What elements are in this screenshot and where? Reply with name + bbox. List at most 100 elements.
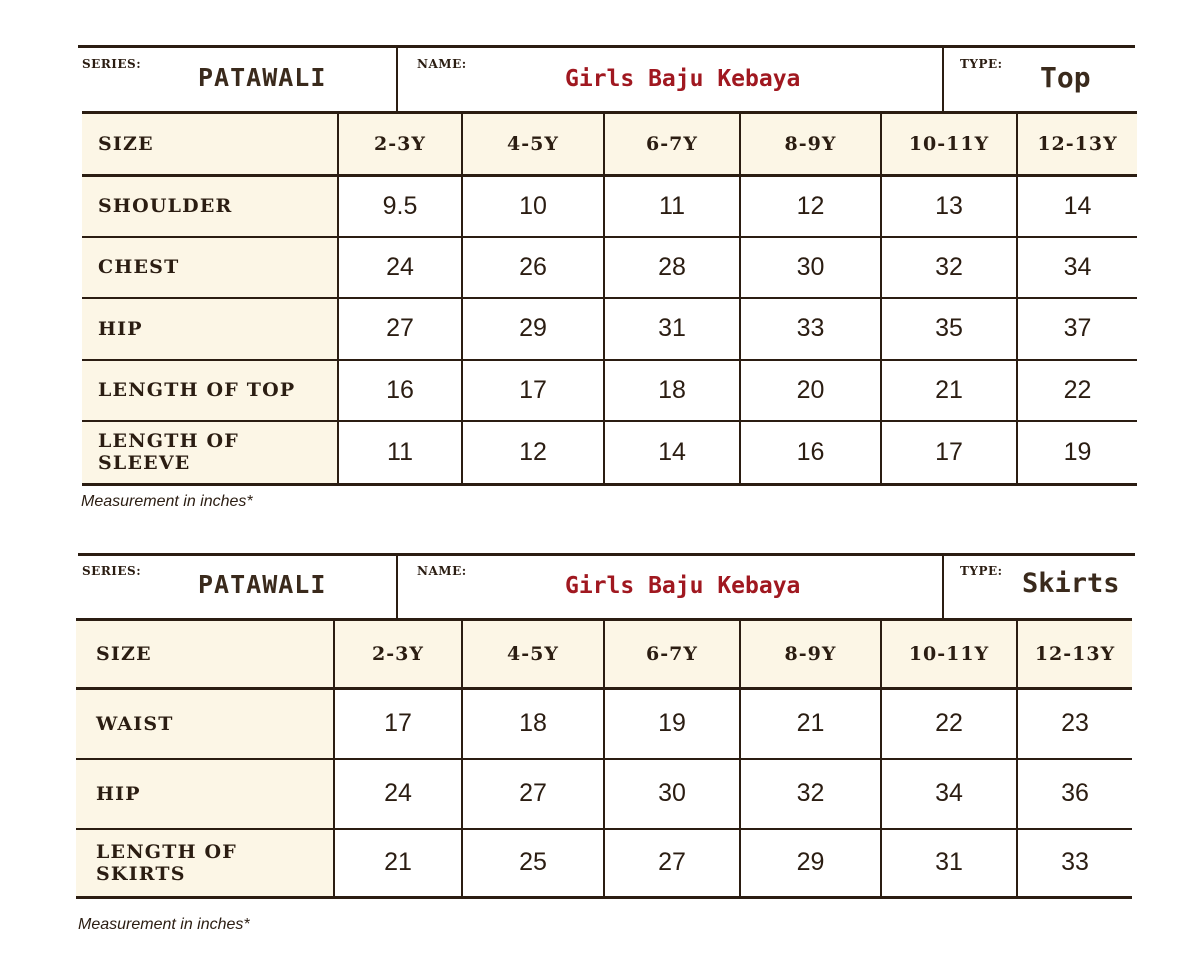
row-label: HIP	[82, 297, 339, 361]
measurement-cell: 17	[881, 420, 1018, 486]
measurement-cell: 33	[1017, 828, 1132, 899]
top-measurement-table: SIZE 2-3Y 4-5Y 6-7Y 8-9Y 10-11Y 12-13Y S…	[82, 111, 1137, 486]
top-header-divider	[942, 47, 944, 113]
row-label: WAIST	[76, 688, 335, 760]
measurement-cell: 31	[604, 297, 741, 361]
skirt-type-label: TYPE:	[960, 564, 1003, 578]
measurement-cell: 17	[462, 359, 605, 422]
top-type-value: Top	[1040, 61, 1091, 94]
measurement-cell: 23	[1017, 688, 1132, 760]
row-label: LENGTH OF SLEEVE	[82, 420, 339, 486]
measurement-cell: 26	[462, 236, 605, 299]
size-column-header: 4-5Y	[462, 111, 605, 177]
measurement-cell: 20	[740, 359, 882, 422]
top-series-label: SERIES:	[82, 57, 142, 71]
measurement-cell: 12	[462, 420, 605, 486]
top-type-label: TYPE:	[960, 57, 1003, 71]
skirt-series-label: SERIES:	[82, 564, 142, 578]
measurement-cell: 34	[881, 758, 1018, 830]
size-column-header: 4-5Y	[462, 618, 605, 690]
measurement-cell: 24	[334, 758, 463, 830]
top-product-name: Girls Baju Kebaya	[565, 66, 801, 92]
measurement-cell: 33	[740, 297, 882, 361]
top-series-value: PATAWALI	[198, 63, 327, 92]
table-row: HIP 24 27 30 32 34 36	[76, 758, 1132, 830]
table-row: LENGTH OF TOP 16 17 18 20 21 22	[82, 359, 1137, 422]
measurement-cell: 16	[740, 420, 882, 486]
measurement-cell: 21	[881, 359, 1018, 422]
measurement-cell: 14	[1017, 175, 1137, 238]
size-column-header: 6-7Y	[604, 111, 741, 177]
size-column-header: 10-11Y	[881, 618, 1018, 690]
row-label: CHEST	[82, 236, 339, 299]
measurement-cell: 19	[1017, 420, 1137, 486]
size-column-header: 10-11Y	[881, 111, 1018, 177]
measurement-cell: 28	[604, 236, 741, 299]
measurement-cell: 13	[881, 175, 1018, 238]
measurement-cell: 17	[334, 688, 463, 760]
measurement-cell: 14	[604, 420, 741, 486]
table-header-row: SIZE 2-3Y 4-5Y 6-7Y 8-9Y 10-11Y 12-13Y	[76, 618, 1132, 690]
size-column-header: 6-7Y	[604, 618, 741, 690]
size-header-label: SIZE	[82, 111, 339, 177]
row-label: SHOULDER	[82, 175, 339, 238]
measurement-cell: 32	[881, 236, 1018, 299]
measurement-cell: 36	[1017, 758, 1132, 830]
table-row: HIP 27 29 31 33 35 37	[82, 297, 1137, 361]
skirt-header-divider	[942, 555, 944, 619]
skirt-product-name: Girls Baju Kebaya	[565, 573, 801, 599]
table-row: CHEST 24 26 28 30 32 34	[82, 236, 1137, 299]
measurement-cell: 27	[604, 828, 741, 899]
measurement-cell: 21	[740, 688, 882, 760]
measurement-note: Measurement in inches*	[78, 916, 250, 933]
skirt-measurement-table: SIZE 2-3Y 4-5Y 6-7Y 8-9Y 10-11Y 12-13Y W…	[76, 618, 1132, 899]
measurement-cell: 27	[338, 297, 463, 361]
measurement-cell: 30	[604, 758, 741, 830]
row-label: HIP	[76, 758, 335, 830]
measurement-cell: 22	[1017, 359, 1137, 422]
size-column-header: 12-13Y	[1017, 618, 1132, 690]
skirt-header-top-rule	[78, 553, 1135, 556]
measurement-cell: 25	[462, 828, 605, 899]
measurement-cell: 22	[881, 688, 1018, 760]
measurement-cell: 9.5	[338, 175, 463, 238]
measurement-cell: 27	[462, 758, 605, 830]
size-column-header: 2-3Y	[334, 618, 463, 690]
table-row: LENGTH OF SKIRTS 21 25 27 29 31 33	[76, 828, 1132, 899]
measurement-cell: 32	[740, 758, 882, 830]
measurement-cell: 12	[740, 175, 882, 238]
size-column-header: 8-9Y	[740, 111, 882, 177]
measurement-cell: 21	[334, 828, 463, 899]
measurement-note: Measurement in inches*	[81, 493, 253, 510]
measurement-cell: 24	[338, 236, 463, 299]
skirt-header-divider	[396, 555, 398, 619]
skirt-type-value: Skirts	[1022, 568, 1120, 599]
measurement-cell: 30	[740, 236, 882, 299]
table-row: LENGTH OF SLEEVE 11 12 14 16 17 19	[82, 420, 1137, 486]
top-header-top-rule	[78, 45, 1135, 48]
measurement-cell: 16	[338, 359, 463, 422]
measurement-cell: 37	[1017, 297, 1137, 361]
measurement-cell: 19	[604, 688, 741, 760]
top-name-label: NAME:	[417, 57, 467, 71]
measurement-cell: 18	[462, 688, 605, 760]
size-column-header: 8-9Y	[740, 618, 882, 690]
measurement-cell: 10	[462, 175, 605, 238]
measurement-cell: 35	[881, 297, 1018, 361]
skirt-name-label: NAME:	[417, 564, 467, 578]
size-column-header: 12-13Y	[1017, 111, 1137, 177]
measurement-cell: 11	[338, 420, 463, 486]
measurement-cell: 11	[604, 175, 741, 238]
table-row: WAIST 17 18 19 21 22 23	[76, 688, 1132, 760]
table-row: SHOULDER 9.5 10 11 12 13 14	[82, 175, 1137, 238]
row-label: LENGTH OF SKIRTS	[76, 828, 335, 899]
measurement-cell: 31	[881, 828, 1018, 899]
skirt-series-value: PATAWALI	[198, 570, 327, 599]
measurement-cell: 29	[462, 297, 605, 361]
measurement-cell: 29	[740, 828, 882, 899]
top-header-divider	[396, 47, 398, 113]
table-header-row: SIZE 2-3Y 4-5Y 6-7Y 8-9Y 10-11Y 12-13Y	[82, 111, 1137, 177]
measurement-cell: 34	[1017, 236, 1137, 299]
size-column-header: 2-3Y	[338, 111, 463, 177]
size-header-label: SIZE	[76, 618, 335, 690]
